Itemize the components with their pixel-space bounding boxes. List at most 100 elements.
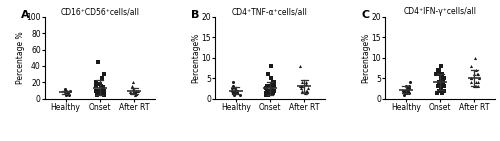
Point xyxy=(92,81,100,83)
Point xyxy=(438,77,446,79)
Point xyxy=(440,89,448,92)
Point xyxy=(302,92,310,94)
Point xyxy=(270,89,278,92)
Point xyxy=(100,73,108,75)
Point xyxy=(63,93,71,95)
Point xyxy=(97,85,105,88)
Point xyxy=(438,73,446,75)
Y-axis label: Percentage%: Percentage% xyxy=(191,33,200,83)
Point xyxy=(433,92,441,94)
Point xyxy=(100,93,108,96)
Point xyxy=(402,87,410,90)
Point xyxy=(439,81,447,83)
Point xyxy=(262,93,270,96)
Point xyxy=(470,73,478,75)
Point xyxy=(134,89,142,92)
Point xyxy=(475,77,483,79)
Point xyxy=(400,89,407,92)
Point xyxy=(236,93,244,96)
Point xyxy=(95,91,103,93)
Point xyxy=(404,89,411,92)
Point xyxy=(264,73,272,75)
Point xyxy=(262,93,270,96)
Point xyxy=(267,77,275,79)
Point xyxy=(228,87,236,90)
Point xyxy=(265,89,273,92)
Point xyxy=(132,89,140,92)
Point xyxy=(436,85,444,88)
Point xyxy=(473,73,481,75)
Point xyxy=(302,83,310,85)
Point xyxy=(266,65,274,67)
Point xyxy=(232,92,240,94)
Point xyxy=(262,85,270,88)
Point xyxy=(96,89,104,92)
Point xyxy=(264,92,272,94)
Point xyxy=(436,89,444,92)
Point xyxy=(298,81,306,83)
Point xyxy=(268,89,276,92)
Point xyxy=(440,77,448,79)
Point xyxy=(264,92,272,94)
Point xyxy=(98,77,106,79)
Point xyxy=(62,89,70,92)
Point xyxy=(99,88,107,90)
Point xyxy=(440,85,448,88)
Point xyxy=(405,92,413,94)
Point xyxy=(302,81,310,83)
Point xyxy=(472,69,480,71)
Point xyxy=(100,89,108,92)
Point xyxy=(232,87,239,90)
Point xyxy=(230,81,237,83)
Point xyxy=(62,93,70,96)
Point xyxy=(126,91,134,93)
Point xyxy=(402,85,410,88)
Point xyxy=(264,92,272,94)
Point xyxy=(474,85,482,88)
Point xyxy=(302,89,310,92)
Point xyxy=(66,89,74,92)
Point xyxy=(231,89,239,92)
Point xyxy=(228,92,236,94)
Point xyxy=(296,65,304,67)
Text: C: C xyxy=(361,10,369,20)
Point xyxy=(438,81,446,83)
Point xyxy=(92,93,100,96)
Point xyxy=(269,92,277,94)
Point xyxy=(438,81,446,83)
Point xyxy=(132,90,140,92)
Point xyxy=(405,87,413,90)
Point xyxy=(98,88,106,90)
Point xyxy=(437,81,445,83)
Point xyxy=(474,81,482,83)
Point xyxy=(472,85,480,88)
Point xyxy=(470,85,478,88)
Point xyxy=(434,85,442,88)
Point xyxy=(233,92,241,94)
Point xyxy=(92,85,100,88)
Point xyxy=(61,90,69,92)
Point xyxy=(466,77,474,79)
Point xyxy=(61,91,69,93)
Point xyxy=(297,85,305,88)
Point xyxy=(266,92,274,94)
Point xyxy=(127,92,135,94)
Point xyxy=(434,85,442,88)
Point xyxy=(129,88,137,90)
Point xyxy=(437,87,445,90)
Title: CD4⁺IFN-γ⁺cells/all: CD4⁺IFN-γ⁺cells/all xyxy=(404,7,476,16)
Point xyxy=(230,93,237,96)
Point xyxy=(436,85,444,88)
Point xyxy=(262,87,270,90)
Point xyxy=(92,89,100,92)
Point xyxy=(96,91,104,93)
Point xyxy=(233,89,241,92)
Point xyxy=(99,93,107,95)
Point xyxy=(64,91,72,93)
Point xyxy=(60,88,68,90)
Y-axis label: Percentage%: Percentage% xyxy=(361,33,370,83)
Point xyxy=(296,85,304,88)
Point xyxy=(434,69,442,71)
Point xyxy=(64,92,72,94)
Point xyxy=(474,73,482,75)
